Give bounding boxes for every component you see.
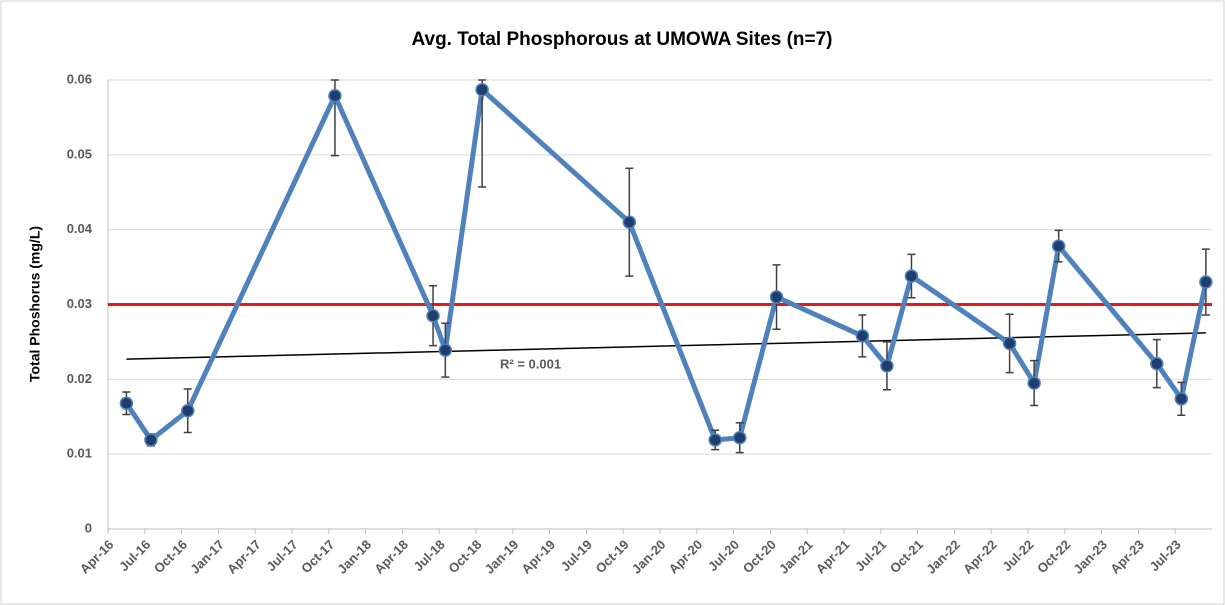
data-point	[1002, 336, 1017, 351]
data-point	[1027, 376, 1041, 390]
data-point	[769, 290, 784, 304]
data-point	[144, 433, 158, 447]
y-tick-label: 0.02	[67, 371, 92, 386]
data-point	[880, 359, 894, 373]
y-tick-label: 0.04	[67, 221, 93, 236]
series-line	[124, 87, 1209, 443]
data-point	[180, 404, 195, 418]
data-point	[855, 329, 870, 343]
y-axis-label: Total Phoshorus (mg/L)	[27, 226, 43, 382]
data-point	[475, 82, 489, 97]
y-tick-label: 0	[85, 520, 92, 535]
data-point	[426, 308, 440, 323]
trendline-label: R² = 0.001	[500, 356, 561, 371]
data-point	[1174, 392, 1189, 406]
trendline	[126, 332, 1206, 360]
data-point	[708, 433, 722, 447]
data-point	[1051, 239, 1066, 253]
data-point	[904, 269, 919, 283]
data-point	[328, 88, 342, 103]
y-tick-label: 0.01	[67, 446, 92, 461]
chart-title: Avg. Total Phosphorous at UMOWA Sites (n…	[411, 29, 832, 50]
data-point	[1199, 275, 1213, 289]
data-point	[1150, 356, 1164, 371]
error-bar	[478, 79, 487, 188]
y-tick-label: 0.03	[67, 296, 92, 311]
y-tick-label: 0.05	[67, 146, 92, 161]
data-point	[119, 396, 134, 411]
data-point	[438, 343, 453, 357]
data-point	[622, 215, 637, 229]
data-point	[732, 430, 747, 445]
y-tick-label: 0.06	[67, 71, 92, 86]
